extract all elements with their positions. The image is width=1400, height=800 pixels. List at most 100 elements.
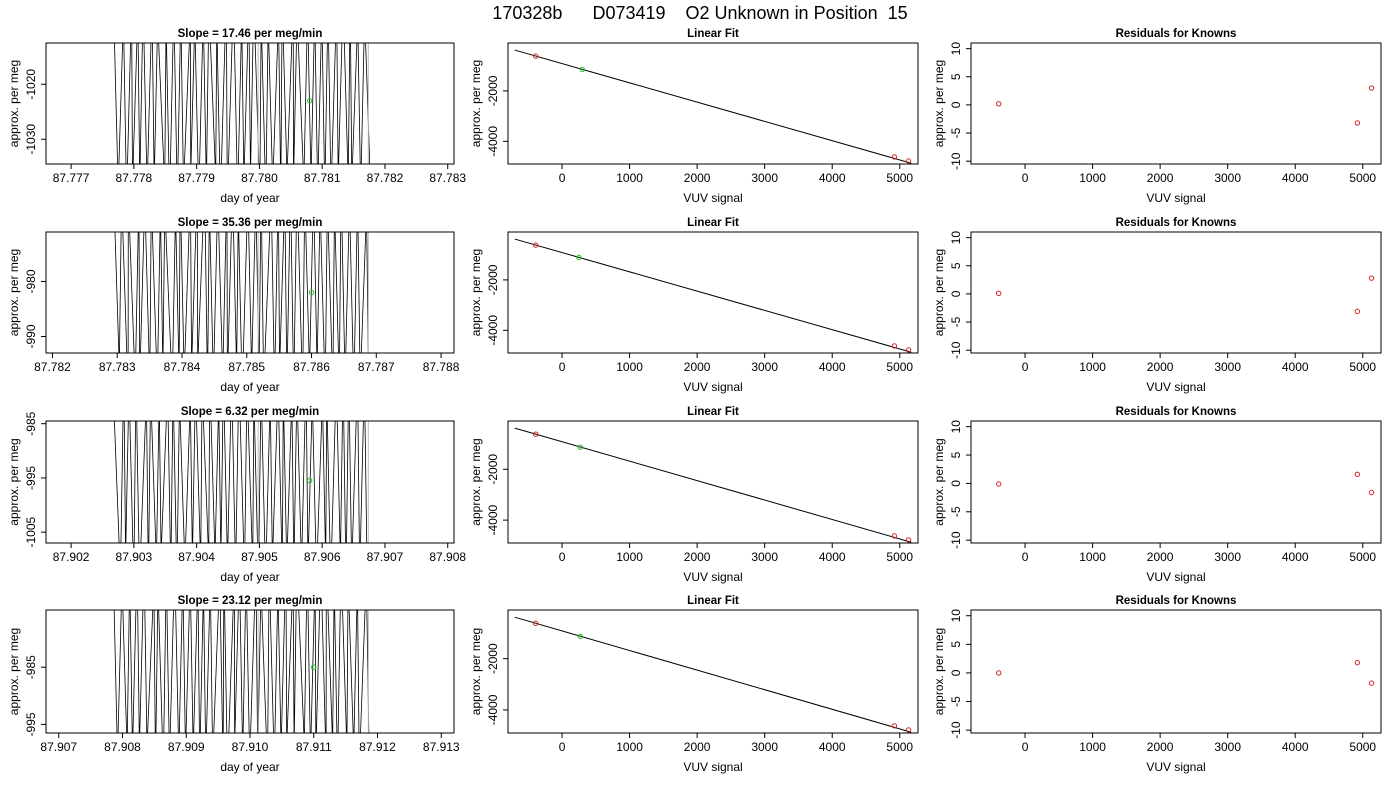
y-axis-label: approx. per meg (469, 628, 483, 715)
residual-point (995, 481, 1002, 487)
residual-point (1368, 489, 1375, 496)
x-tick-label: 87.910 (232, 740, 269, 754)
known-point (532, 620, 539, 627)
x-tick-label: 87.905 (241, 550, 278, 564)
chart-panel-timeseries-4: Slope = 23.12 per meg/min day of year appr… (7, 595, 460, 774)
chart-title: Linear Fit (687, 217, 739, 229)
x-tick-label: 5000 (886, 171, 913, 185)
residual-point (1368, 275, 1375, 281)
x-tick-label: 4000 (1282, 550, 1309, 564)
y-tick-label: -980 (24, 269, 38, 293)
x-axis-label: VUV signal (683, 191, 742, 205)
x-tick-label: 87.779 (178, 171, 215, 185)
y-tick-label: -5 (949, 316, 963, 327)
chart-title: Linear Fit (687, 595, 739, 607)
y-axis-label: approx. per meg (469, 249, 483, 336)
x-tick-label: 87.780 (241, 171, 278, 185)
plot-area (114, 421, 369, 543)
x-tick-label: 0 (559, 740, 566, 754)
chart-title: Residuals for Knowns (1116, 28, 1237, 40)
y-tick-label: -985 (24, 411, 38, 435)
x-axis-label: day of year (220, 380, 279, 394)
residual-point (1354, 308, 1361, 315)
signal-trace (114, 421, 368, 543)
y-tick-label: -2000 (486, 264, 500, 295)
plot-frame (45, 231, 455, 354)
y-tick-label: -4000 (486, 315, 500, 346)
chart-panel-residuals-3: Residuals for Knowns VUV signal approx. pe… (932, 406, 1382, 584)
x-tick-label: 3000 (751, 550, 778, 564)
unknown-point (306, 477, 313, 484)
x-axis-label: VUV signal (683, 760, 742, 774)
y-tick-label: -2000 (486, 75, 500, 106)
x-tick-label: 2000 (684, 550, 711, 564)
x-tick-label: 87.902 (53, 550, 90, 564)
x-tick-label: 4000 (819, 740, 846, 754)
y-tick-label: 0 (949, 669, 963, 676)
y-tick-label: -1005 (24, 516, 38, 547)
y-tick-label: 10 (949, 42, 963, 56)
chart-panel-timeseries-2: Slope = 35.36 per meg/min day of year appr… (7, 217, 460, 394)
x-tick-label: 2000 (1147, 550, 1174, 564)
known-point (891, 343, 898, 349)
plot-frame (45, 420, 455, 544)
chart-panel-fit-4: Linear Fit VUV signal approx. per meg 0 1000… (469, 595, 919, 774)
fit-line (514, 427, 912, 543)
x-tick-label: 0 (1022, 171, 1029, 185)
y-axis-label: approx. per meg (932, 60, 946, 147)
chart-panel-residuals-4: Residuals for Knowns VUV signal approx. pe… (932, 595, 1382, 774)
y-axis-label: approx. per meg (7, 249, 21, 336)
x-tick-label: 0 (559, 360, 566, 374)
x-tick-label: 87.907 (40, 740, 77, 754)
x-tick-label: 87.786 (293, 360, 330, 374)
x-tick-label: 1000 (1079, 740, 1106, 754)
plot-frame (970, 420, 1382, 544)
x-tick-label: 3000 (1214, 171, 1241, 185)
x-tick-label: 87.903 (116, 550, 153, 564)
plot-area (114, 43, 371, 164)
y-axis-label: approx. per meg (932, 438, 946, 525)
y-tick-label: -1030 (24, 124, 38, 155)
y-tick-label: -10 (949, 531, 963, 549)
known-point (532, 242, 539, 248)
residual-point (1368, 680, 1375, 686)
y-tick-label: 5 (949, 451, 963, 458)
chart-title: Residuals for Knowns (1116, 595, 1237, 607)
x-tick-label: 4000 (819, 360, 846, 374)
x-tick-label: 87.907 (367, 550, 404, 564)
y-tick-label: -985 (24, 655, 38, 679)
plot-area (113, 610, 370, 733)
y-tick-label: -5 (949, 506, 963, 517)
x-axis-label: VUV signal (1146, 760, 1205, 774)
x-tick-label: 1000 (1079, 171, 1106, 185)
x-tick-label: 5000 (1349, 550, 1376, 564)
known-point (905, 727, 912, 733)
y-tick-label: 5 (949, 73, 963, 80)
plot-area (995, 659, 1375, 686)
y-axis-label: approx. per meg (7, 628, 21, 715)
x-tick-label: 87.788 (423, 360, 460, 374)
fit-line (514, 49, 912, 164)
unknown-point (308, 289, 315, 296)
plot-frame (970, 609, 1382, 734)
x-axis-label: VUV signal (1146, 191, 1205, 205)
y-tick-label: 5 (949, 641, 963, 648)
y-tick-label: -4000 (486, 694, 500, 725)
signal-trace (113, 610, 370, 733)
unknown-point (577, 444, 583, 450)
x-tick-label: 5000 (886, 550, 913, 564)
chart-title: Slope = 35.36 per meg/min (178, 217, 323, 229)
x-axis-label: day of year (220, 570, 279, 584)
y-tick-label: -2000 (486, 643, 500, 674)
x-tick-label: 0 (559, 550, 566, 564)
known-point (905, 158, 912, 164)
y-tick-label: -4000 (486, 126, 500, 157)
x-tick-label: 0 (1022, 360, 1029, 374)
x-tick-label: 87.908 (104, 740, 141, 754)
y-tick-label: 5 (949, 262, 963, 269)
chart-title: Linear Fit (687, 406, 739, 418)
x-tick-label: 87.781 (304, 171, 341, 185)
chart-title: Slope = 17.46 per meg/min (178, 28, 323, 40)
plot-area (995, 85, 1375, 126)
x-tick-label: 3000 (1214, 740, 1241, 754)
